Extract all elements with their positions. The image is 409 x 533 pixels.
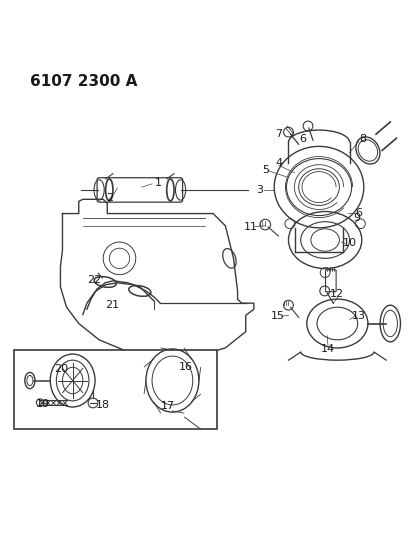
Text: 2: 2 xyxy=(106,193,112,203)
Text: 11: 11 xyxy=(243,222,257,232)
Text: 12: 12 xyxy=(330,289,344,299)
Text: 7: 7 xyxy=(275,129,282,139)
Text: 5: 5 xyxy=(261,165,268,175)
Text: 9: 9 xyxy=(352,213,359,223)
Text: 13: 13 xyxy=(351,311,365,321)
Text: 1: 1 xyxy=(154,178,161,188)
Text: 18: 18 xyxy=(96,400,110,410)
Text: 6: 6 xyxy=(299,134,306,144)
Text: 15: 15 xyxy=(270,311,284,321)
Text: 6: 6 xyxy=(355,208,362,218)
Text: 3: 3 xyxy=(256,185,263,195)
Text: 16: 16 xyxy=(178,362,192,373)
Text: 6107 2300 A: 6107 2300 A xyxy=(30,74,137,88)
Text: 4: 4 xyxy=(275,158,282,168)
Bar xyxy=(13,350,217,430)
Text: 21: 21 xyxy=(105,300,119,310)
Text: 10: 10 xyxy=(342,238,356,248)
Text: 22: 22 xyxy=(87,274,101,285)
Text: 17: 17 xyxy=(160,401,174,411)
Text: 20: 20 xyxy=(54,364,69,374)
Text: 8: 8 xyxy=(359,134,366,144)
Text: 19: 19 xyxy=(36,399,50,409)
Text: 14: 14 xyxy=(320,344,334,354)
